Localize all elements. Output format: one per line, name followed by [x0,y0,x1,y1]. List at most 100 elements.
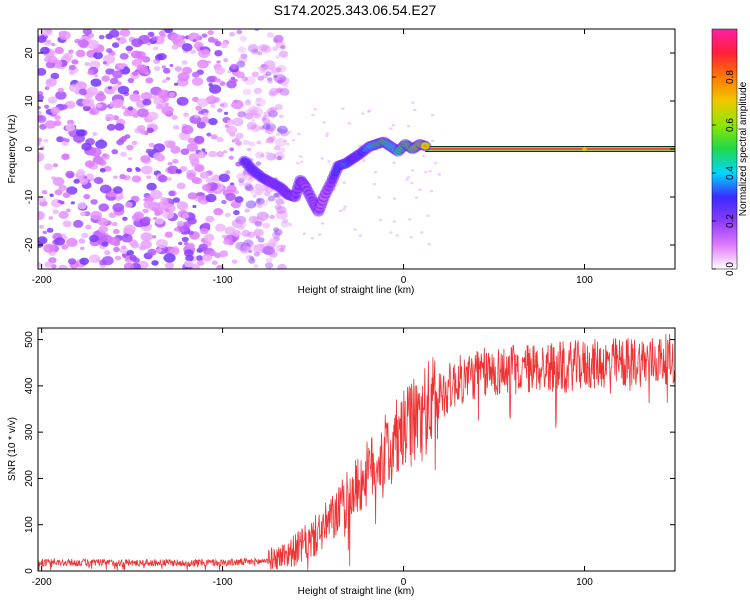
noise-speckle [172,125,180,130]
noise-speckle [249,255,254,259]
noise-speckle [274,228,283,236]
noise-speckle [44,261,53,268]
noise-speckle [253,201,262,207]
noise-speckle [343,205,347,209]
noise-speckle [197,260,205,266]
y-tick-label: -20 [24,237,35,252]
noise-speckle [266,107,275,115]
noise-speckle [275,244,286,253]
noise-speckle [214,41,222,47]
noise-speckle [297,132,301,136]
colorbar-tick-label: 0.0 [725,262,736,276]
noise-speckle [215,223,226,232]
figure-title: S174.2025.343.06.54.E27 [274,2,437,18]
noise-speckle [98,161,103,165]
noise-speckle [240,177,245,181]
noise-speckle [38,152,45,162]
noise-speckle [46,227,54,233]
noise-speckle [44,104,50,109]
noise-speckle [111,149,119,155]
noise-speckle [86,39,100,49]
noise-speckle [68,84,79,92]
noise-speckle [269,87,279,96]
noise-speckle [44,86,50,91]
noise-speckle [109,68,115,73]
noise-speckle [224,212,231,218]
snr-marks [38,333,675,571]
x-tick-label: -200 [32,577,52,588]
noise-speckle [116,139,124,146]
noise-speckle [127,106,134,111]
noise-speckle [105,113,115,121]
noise-speckle [244,100,252,106]
noise-speckle [52,163,59,168]
noise-speckle [264,214,269,218]
noise-speckle [176,220,185,227]
noise-speckle [257,51,263,56]
noise-speckle [106,123,116,131]
noise-speckle [259,125,265,131]
noise-speckle [261,245,274,255]
noise-speckle [52,209,59,215]
noise-speckle [124,175,131,181]
colorbar-label: Normalized spectral amplitude [738,81,749,216]
noise-speckle [163,253,176,263]
noise-speckle [115,196,122,201]
noise-speckle [248,258,256,264]
noise-speckle [145,77,154,84]
noise-speckle [282,218,289,224]
noise-speckle [251,118,256,122]
noise-speckle [246,186,251,191]
snr-ticks: -200 -100 0 100 0 100 200 300 400 500 [24,328,675,588]
noise-speckle [176,96,189,106]
noise-speckle [235,71,245,79]
noise-speckle [260,214,265,217]
noise-speckle [250,124,261,132]
noise-speckle [90,177,95,182]
noise-speckle [147,248,157,256]
noise-speckle [256,140,262,145]
noise-speckle [131,50,142,59]
noise-speckle [268,135,276,142]
noise-speckle [90,78,102,87]
noise-speckle [421,154,426,158]
noise-speckle [192,71,200,78]
noise-speckle [205,177,214,184]
noise-speckle [233,79,238,82]
noise-speckle [193,135,205,144]
colorbar-tick-label: 0.2 [725,214,736,228]
noise-speckle [131,38,143,48]
noise-speckle [165,262,174,269]
noise-speckle [39,225,45,229]
snr-panel: -200 -100 0 100 0 100 200 300 400 500 Height of s… [7,327,676,597]
noise-speckle [130,242,140,249]
noise-speckle [85,224,92,230]
y-tick-label: -10 [24,189,35,204]
noise-speckle [278,76,290,86]
noise-speckle [97,217,109,226]
noise-speckle [43,243,56,253]
noise-speckle [252,48,259,54]
noise-speckle [265,123,276,132]
noise-speckle [122,216,128,221]
noise-speckle [246,121,257,130]
noise-speckle [40,46,50,55]
noise-speckle [58,264,68,269]
noise-speckle [288,223,293,226]
noise-speckle [195,255,204,262]
noise-speckle [361,159,366,162]
noise-speckle [140,232,153,242]
signal-trace [238,136,432,217]
noise-speckle [216,151,225,158]
noise-speckle [84,62,90,66]
noise-speckle [256,103,261,107]
noise-speckle [199,46,204,51]
noise-speckle [266,152,276,161]
noise-speckle [146,127,154,134]
noise-speckle [277,128,282,132]
noise-speckle [275,55,280,59]
noise-speckle [65,123,76,132]
noise-speckle [132,71,139,77]
noise-speckle [240,248,248,254]
noise-speckle [164,102,169,106]
